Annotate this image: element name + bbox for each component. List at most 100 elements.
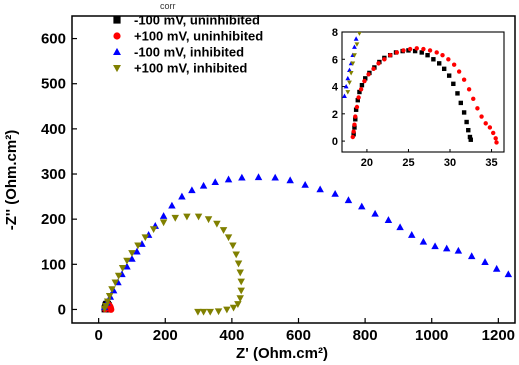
series-100-mv-inhibited [100, 173, 513, 311]
inset-series-100-mv-uninhibited [350, 46, 499, 145]
data-point [331, 189, 339, 197]
y-tick-label: 500 [41, 76, 66, 93]
data-point [419, 237, 428, 245]
inset-data-point [425, 52, 430, 58]
inset-y-tick-label: 4 [332, 82, 339, 94]
data-point [199, 308, 208, 316]
plot-frame [71, 15, 516, 324]
data-point [171, 214, 179, 222]
inset-data-point [431, 57, 436, 62]
data-point [431, 242, 439, 250]
inset-data-point [350, 134, 355, 140]
data-point [384, 216, 393, 223]
data-point [149, 226, 158, 234]
data-point [194, 308, 202, 316]
inset-data-point [487, 125, 493, 130]
inset-data-point [464, 119, 469, 125]
data-point [238, 173, 246, 181]
inset-data-point [466, 87, 472, 92]
data-point [454, 246, 463, 254]
inset-data-point [352, 125, 357, 130]
inset-data-point [456, 69, 462, 74]
inset-data-point [376, 61, 381, 66]
y-tick-label: 100 [41, 256, 66, 273]
data-point [229, 304, 238, 312]
legend-marker-100-mv-uninhibited [113, 32, 121, 40]
inset-data-point [348, 71, 354, 76]
inset-data-point [347, 67, 352, 73]
data-point [358, 202, 366, 210]
inset-data-point [358, 87, 364, 92]
inset-data-point [471, 96, 476, 102]
data-point [183, 213, 191, 221]
inset-x-tick-label: 30 [444, 157, 456, 169]
inset-y-tick-label: 2 [332, 109, 338, 121]
inset-data-point [467, 134, 473, 140]
data-point [114, 272, 123, 280]
data-point [408, 231, 416, 238]
data-point [301, 180, 309, 188]
data-point [234, 301, 242, 308]
y-tick-label: 200 [41, 211, 66, 228]
x-tick-label: 400 [219, 327, 244, 344]
inset-data-point [356, 95, 361, 100]
data-point [232, 251, 240, 259]
inset-data-point [351, 129, 356, 134]
inset-data-point [441, 66, 447, 72]
x-tick-label: 800 [353, 327, 378, 344]
legend-label-100-mv-inhibited: -100 mV, inhibited [134, 45, 244, 60]
y-tick-label: 400 [41, 121, 66, 138]
inset-data-point [362, 78, 367, 84]
data-point [134, 242, 142, 250]
data-point [213, 220, 221, 228]
x-tick-label: 1000 [415, 327, 448, 344]
inset-data-point [451, 62, 457, 67]
data-point [371, 209, 379, 217]
legend-marker-100-mv-uninhibited [113, 16, 121, 24]
inset-data-point [461, 77, 467, 82]
inset-data-point [355, 97, 360, 103]
data-point [214, 308, 223, 316]
inset-data-point [427, 48, 433, 53]
legend-label-100-mv-uninhibited: -100 mV, uninhibited [134, 13, 260, 28]
legend: -100 mV, uninhibited+100 mV, uninhibited… [113, 13, 263, 76]
y-tick-label: 600 [41, 31, 66, 48]
data-point [467, 252, 476, 260]
inset-y-tick-label: 0 [332, 136, 338, 148]
legend-label-100-mv-inhibited: +100 mV, inhibited [134, 61, 247, 76]
data-point [442, 244, 451, 252]
inset-x-tick-label: 20 [361, 157, 373, 169]
data-point [133, 247, 141, 255]
inset-series-100-mv-inhibited [345, 32, 362, 95]
inset-x-tick-label: 25 [402, 157, 414, 169]
inset-data-point [466, 127, 471, 133]
data-point [237, 287, 245, 295]
inset-y-tick-label: 6 [332, 54, 338, 66]
inset-data-point [446, 57, 451, 62]
y-axis-title: -Z'' (Ohm.cm²) [3, 130, 20, 230]
x-tick-label: 0 [94, 327, 102, 344]
x-axis-title: Z' (Ohm.cm²) [236, 345, 328, 362]
x-tick-label: 1200 [482, 327, 515, 344]
inset-x-tick-label: 35 [485, 157, 497, 169]
inset-data-point [412, 48, 418, 54]
inset-data-point [366, 72, 371, 77]
data-point [286, 176, 294, 184]
inset-data-point [421, 46, 426, 52]
data-point [141, 234, 150, 242]
data-point [107, 306, 115, 313]
x-tick-label: 600 [286, 327, 311, 344]
data-point [128, 254, 136, 262]
inset-data-point [354, 42, 360, 47]
inset-data-point [345, 75, 351, 81]
legend-marker-100-mv-inhibited [113, 64, 121, 73]
inset-data-point [345, 90, 351, 95]
data-point [481, 258, 489, 265]
inset-data-point [419, 50, 424, 55]
inset-data-point [494, 140, 499, 145]
inset-data-point [353, 114, 358, 119]
inset-background [336, 28, 506, 162]
inset-data-point [446, 73, 452, 78]
inset-data-point [479, 114, 484, 119]
data-point [254, 173, 263, 181]
